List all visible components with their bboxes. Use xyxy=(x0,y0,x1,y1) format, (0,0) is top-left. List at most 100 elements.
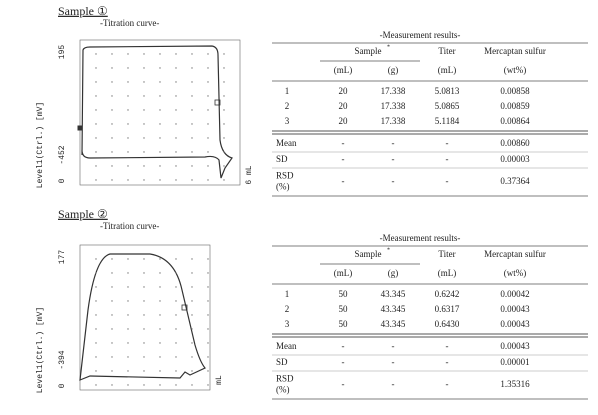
cell: 17.338 xyxy=(381,101,406,111)
grid-dot xyxy=(127,53,129,55)
grid-dot xyxy=(223,109,225,111)
cell: 0.00859 xyxy=(500,101,530,111)
grid-dot xyxy=(95,342,97,344)
grid-dot xyxy=(95,67,97,69)
grid-dot xyxy=(95,356,97,358)
cell: 17.338 xyxy=(381,86,406,96)
grid-dot xyxy=(175,95,177,97)
grid-dot xyxy=(95,328,97,330)
grid-dot xyxy=(111,300,113,302)
cell: 0.6317 xyxy=(435,304,460,314)
grid-dot xyxy=(159,258,161,260)
grid-dot xyxy=(127,384,129,386)
grid-dot xyxy=(207,67,209,69)
grid-dot xyxy=(207,53,209,55)
grid-dot xyxy=(223,53,225,55)
grid-dot xyxy=(127,165,129,167)
grid-dot xyxy=(175,81,177,83)
grid-dot xyxy=(127,95,129,97)
grid-dot xyxy=(111,258,113,260)
grid-dot xyxy=(143,179,145,181)
grid-dot xyxy=(207,370,209,372)
grid-dot xyxy=(191,314,193,316)
grid-dot xyxy=(143,314,145,316)
stat-cell: - xyxy=(446,357,449,367)
grid-dot xyxy=(127,258,129,260)
grid-dot xyxy=(159,356,161,358)
stat-cell: - xyxy=(342,176,345,186)
stat-cell: - xyxy=(392,154,395,164)
grid-dot xyxy=(111,109,113,111)
grid-dot xyxy=(159,179,161,181)
mercaptan-header: Mercaptan sulfur xyxy=(484,249,546,259)
grid-dot xyxy=(207,328,209,330)
grid-dot xyxy=(159,165,161,167)
grid-dot xyxy=(191,286,193,288)
grid-dot xyxy=(143,370,145,372)
cell: 5.0865 xyxy=(435,101,460,111)
grid-dot xyxy=(127,109,129,111)
grid-dot xyxy=(127,123,129,125)
grid-dot xyxy=(111,328,113,330)
grid-dot xyxy=(143,67,145,69)
grid-dot xyxy=(207,137,209,139)
unit: (g) xyxy=(388,268,399,278)
cell: 0.00043 xyxy=(500,319,530,329)
grid-dot xyxy=(95,370,97,372)
cell: 20 xyxy=(339,86,349,96)
grid-dot xyxy=(111,67,113,69)
cell: 50 xyxy=(339,289,349,299)
grid-dot xyxy=(159,300,161,302)
grid-dot xyxy=(159,314,161,316)
cell: 0.00042 xyxy=(500,289,529,299)
grid-dot xyxy=(223,81,225,83)
grid-dot xyxy=(143,109,145,111)
stat-cell: - xyxy=(446,138,449,148)
cell: 0.00043 xyxy=(500,304,530,314)
grid-dot xyxy=(159,137,161,139)
grid-dot xyxy=(175,314,177,316)
stat-cell: - xyxy=(446,341,449,351)
grid-dot xyxy=(127,151,129,153)
grid-dot xyxy=(175,137,177,139)
grid-dot xyxy=(207,109,209,111)
grid-dot xyxy=(111,123,113,125)
row-number: 1 xyxy=(285,86,290,96)
grid-dot xyxy=(111,286,113,288)
cell: 43.345 xyxy=(381,304,406,314)
unit: (wt%) xyxy=(504,65,527,75)
grid-dot xyxy=(159,123,161,125)
grid-dot xyxy=(159,384,161,386)
grid-dot xyxy=(143,300,145,302)
grid-dot xyxy=(143,95,145,97)
stat-label: SD xyxy=(276,154,288,164)
mercaptan-header: Mercaptan sulfur xyxy=(484,46,546,56)
grid-dot xyxy=(95,81,97,83)
stat-cell: 1.35316 xyxy=(500,379,530,389)
grid-dot xyxy=(191,356,193,358)
grid-dot xyxy=(207,179,209,181)
stat-label: RSD xyxy=(276,374,294,384)
grid-dot xyxy=(143,53,145,55)
grid-dot xyxy=(159,286,161,288)
grid-dot xyxy=(207,123,209,125)
grid-dot xyxy=(223,67,225,69)
unit: (mL) xyxy=(438,65,457,75)
stat-label: Mean xyxy=(276,341,297,351)
grid-dot xyxy=(111,95,113,97)
x-axis-label: mL xyxy=(215,375,224,385)
stat-label: RSD xyxy=(276,171,294,181)
cell: 20 xyxy=(339,116,349,126)
grid-dot xyxy=(175,328,177,330)
grid-dot xyxy=(143,286,145,288)
grid-dot xyxy=(207,342,209,344)
grid-dot xyxy=(127,81,129,83)
grid-dot xyxy=(111,314,113,316)
table-title: -Measurement results- xyxy=(380,30,461,40)
table-title: -Measurement results- xyxy=(380,233,461,243)
row-number: 2 xyxy=(285,101,290,111)
stat-cell: - xyxy=(342,341,345,351)
grid-dot xyxy=(143,123,145,125)
grid-dot xyxy=(143,384,145,386)
